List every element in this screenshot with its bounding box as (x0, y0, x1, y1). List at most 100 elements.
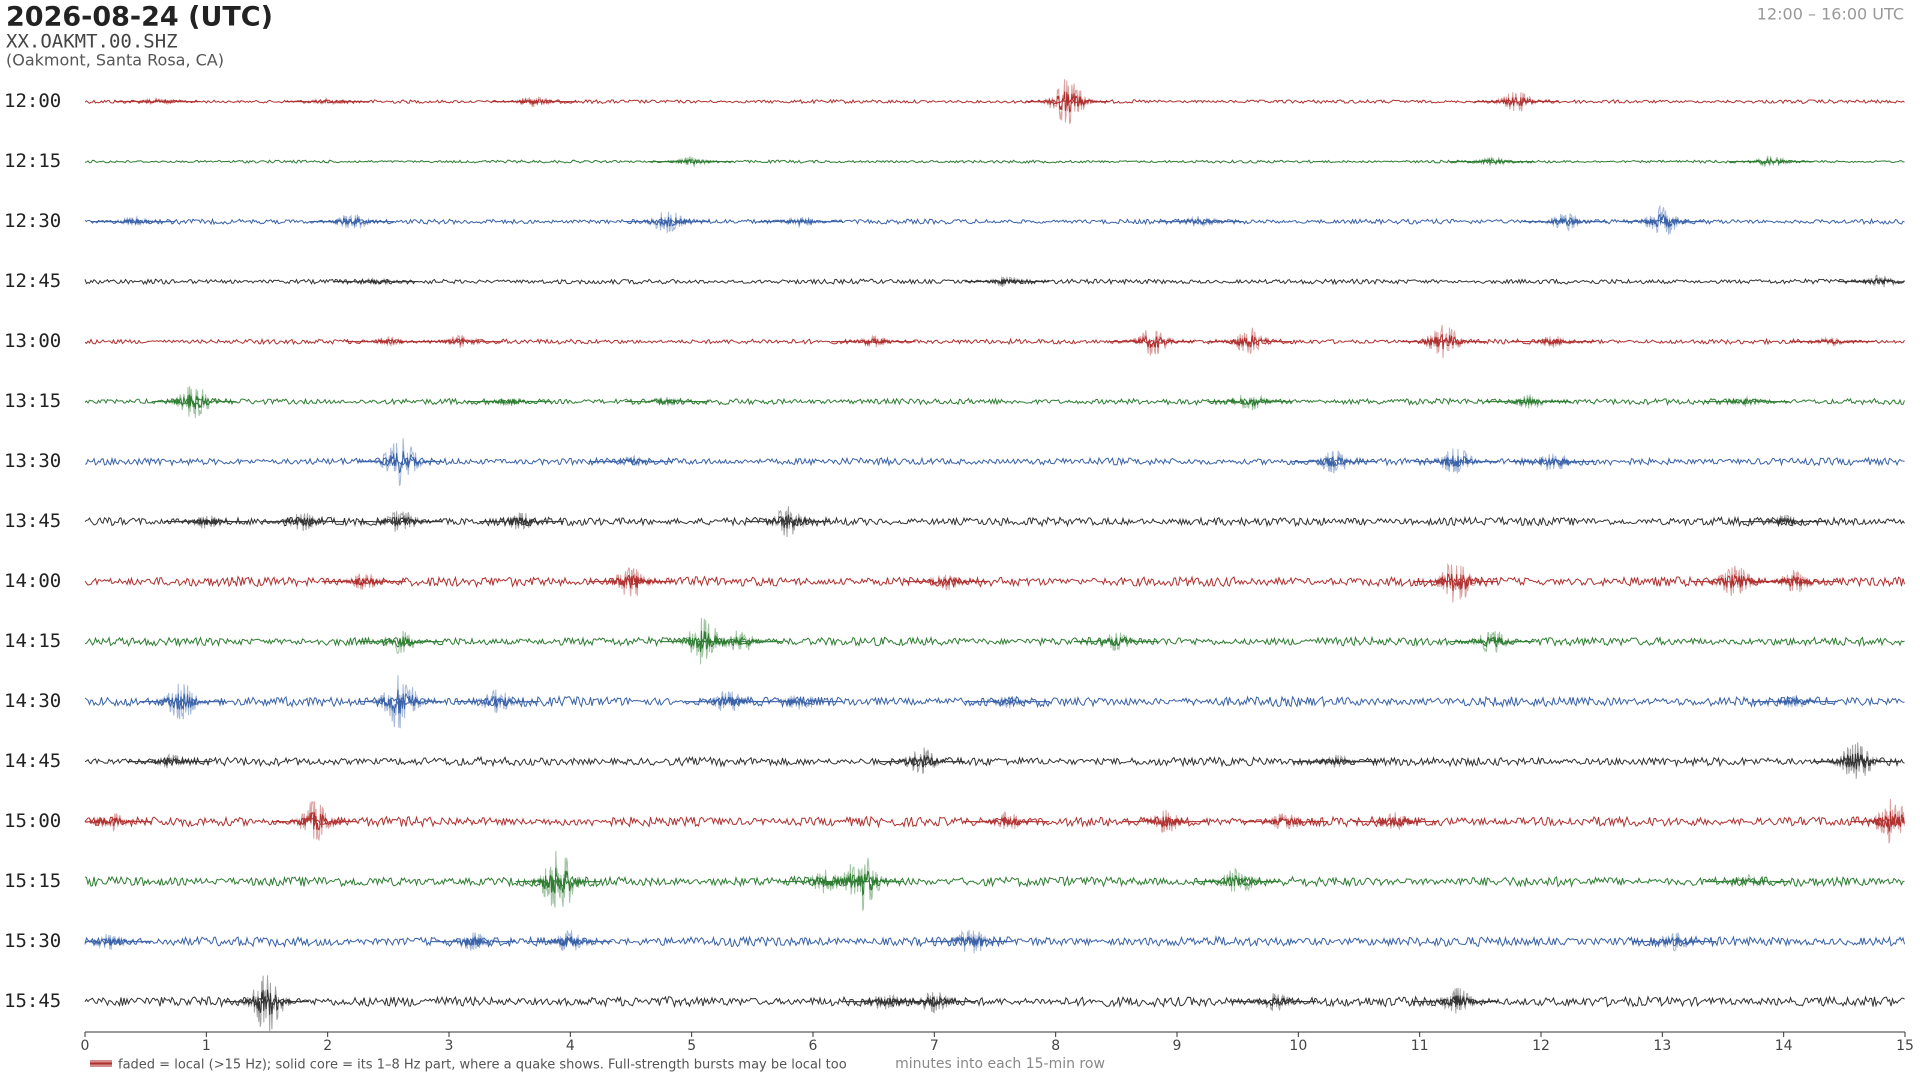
burst-core (84, 817, 152, 827)
trace-noise (84, 277, 1905, 286)
burst-core (1753, 574, 1838, 587)
row-label: 15:15 (4, 870, 61, 892)
burst-core (1231, 996, 1316, 1008)
trace-noise (84, 935, 1905, 948)
burst-core (1704, 878, 1790, 886)
row-label: 13:45 (4, 510, 61, 532)
row-label: 13:30 (4, 450, 61, 472)
burst-core (345, 338, 431, 345)
x-tick-label: 7 (930, 1038, 939, 1054)
trace-noise (84, 815, 1905, 829)
trace-noise (84, 874, 1905, 888)
row-label: 14:00 (4, 570, 61, 592)
trace-noise (84, 635, 1905, 648)
trace-noise (84, 217, 1905, 226)
burst-core (1450, 158, 1535, 165)
x-tick-label: 1 (202, 1038, 211, 1054)
burst-core (515, 867, 601, 894)
burst-core (285, 99, 370, 104)
row-label: 14:45 (4, 750, 61, 772)
burst-core (879, 755, 965, 768)
burst-core (430, 935, 516, 946)
station-location: (Oakmont, Santa Rosa, CA) (6, 51, 224, 70)
burst-core (928, 935, 1013, 947)
burst-faded (1619, 204, 1705, 235)
x-tick-label: 6 (809, 1038, 818, 1054)
x-tick-label: 15 (1896, 1038, 1914, 1054)
burst-core (1619, 213, 1705, 228)
x-tick-label: 2 (323, 1038, 332, 1054)
burst-core (527, 935, 613, 947)
burst-core (1292, 455, 1377, 468)
burst-core (1450, 636, 1535, 648)
chart-title: 2026-08-24 (UTC) (6, 2, 273, 33)
burst-core (127, 757, 212, 766)
burst-core (758, 217, 843, 227)
burst-core (1110, 334, 1195, 349)
burst-core (1073, 637, 1159, 647)
burst-core (1486, 396, 1571, 406)
burst-core (358, 451, 443, 474)
row-label: 15:45 (4, 990, 61, 1012)
burst-core (624, 398, 710, 406)
burst-core (1522, 216, 1608, 227)
burst-core (1292, 756, 1377, 766)
burst-core (1789, 339, 1875, 346)
x-tick-label: 3 (445, 1038, 454, 1054)
burst-core (1814, 752, 1899, 770)
burst-core (1122, 816, 1207, 828)
burst-core (1704, 398, 1790, 405)
burst-core (91, 218, 176, 225)
burst-core (321, 577, 406, 587)
x-tick-label: 8 (1051, 1038, 1060, 1054)
x-axis-label: minutes into each 15-min row (895, 1056, 1105, 1072)
trace-noise (84, 575, 1905, 589)
burst-core (1741, 516, 1826, 526)
burst-core (139, 693, 224, 710)
burst-core (163, 518, 249, 526)
burst-core (358, 636, 443, 648)
trace-noise (84, 755, 1905, 768)
burst-core (1243, 816, 1329, 826)
burst-core (467, 398, 552, 406)
row-label: 15:00 (4, 810, 61, 832)
trace-noise (84, 515, 1905, 528)
burst-core (588, 458, 673, 465)
burst-core (1025, 91, 1110, 113)
row-label: 14:30 (4, 690, 61, 712)
row-label: 15:30 (4, 930, 61, 952)
row-label: 13:00 (4, 330, 61, 352)
burst-core (758, 697, 843, 706)
burst-core (333, 279, 419, 285)
burst-core (273, 811, 358, 831)
burst-core (964, 698, 1050, 706)
burst-core (588, 574, 673, 589)
burst-core (746, 514, 831, 529)
burst-core (479, 517, 564, 527)
time-range: 12:00 – 16:00 UTC (1757, 5, 1904, 24)
x-tick-label: 11 (1411, 1038, 1429, 1054)
burst-core (1474, 96, 1559, 107)
burst-core (418, 337, 504, 346)
burst-core (649, 158, 734, 166)
burst-core (831, 337, 916, 346)
burst-core (260, 517, 346, 527)
trace-noise (84, 396, 1905, 407)
burst-core (1195, 875, 1280, 887)
trace-noise (84, 995, 1905, 1009)
x-tick-label: 5 (687, 1038, 696, 1054)
x-tick-label: 9 (1173, 1038, 1182, 1054)
burst-core (358, 515, 443, 527)
row-label: 12:30 (4, 210, 61, 232)
burst-core (1753, 697, 1838, 706)
x-tick-label: 10 (1289, 1038, 1307, 1054)
burst-core (1401, 333, 1486, 350)
row-label: 14:15 (4, 630, 61, 652)
burst-core (1632, 936, 1717, 947)
row-label: 12:00 (4, 90, 61, 112)
burst-core (819, 870, 904, 897)
burst-core (1413, 995, 1498, 1007)
burst-core (624, 216, 710, 227)
burst-core (1850, 811, 1905, 834)
